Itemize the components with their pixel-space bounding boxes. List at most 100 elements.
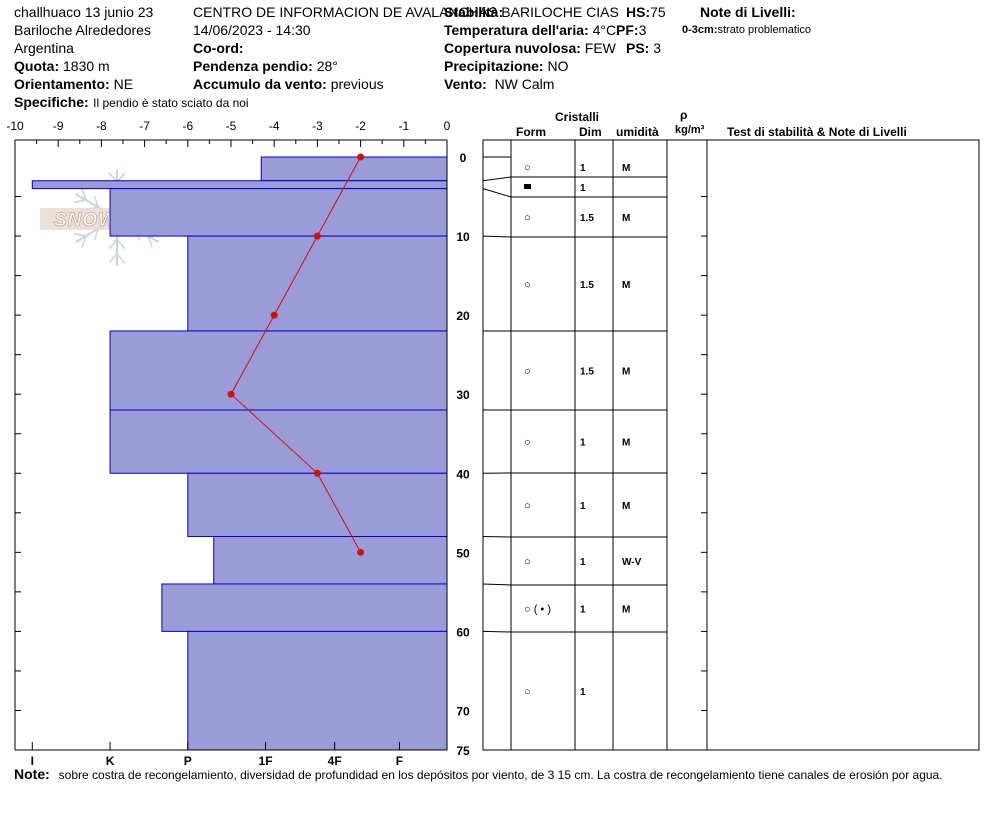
temperature-point — [270, 311, 278, 319]
snowflake-branch — [116, 239, 126, 250]
table-frame — [482, 139, 980, 751]
hardness-tick-label: I — [31, 754, 34, 768]
wind: Vento: NW Calm — [444, 77, 554, 91]
air-temperature-value: 4°C — [592, 22, 617, 38]
crystal-form: ○ — [524, 686, 531, 698]
hardness-layer-3 — [109, 188, 448, 237]
depth-connector — [482, 188, 512, 198]
layer-note-text: strato problematico — [717, 24, 812, 36]
layer-moisture: M — [622, 367, 630, 378]
hardness-layer-5 — [109, 330, 448, 411]
specifics-label: Specifiche: — [14, 94, 89, 110]
precipitation-value: NO — [547, 58, 569, 74]
temperature-tick-label: -4 — [269, 119, 280, 133]
hardness-layer-4 — [187, 235, 448, 332]
depth-connector — [482, 176, 512, 182]
snowflake-branch — [108, 253, 118, 264]
depth-tick-label: 0 — [460, 151, 467, 165]
air-temperature-label: Temperatura dell'aria: — [444, 22, 589, 38]
snowflake-branch — [93, 228, 100, 241]
wind-loading-value: previous — [330, 76, 384, 92]
crystals-header: Cristalli — [555, 110, 600, 124]
layer-note: 0-3cm:strato problematico — [682, 25, 811, 36]
temperature-tick-label: 0 — [444, 119, 451, 133]
snowflake-branch — [73, 232, 86, 237]
hardness-tick-label: F — [396, 754, 403, 768]
chart-axes: -10 -9 -8 -7 -6 -5 -4 -3 -2 -1 001020304050607075I… — [6, 119, 470, 768]
ski-penetration: PS: 3 — [626, 41, 661, 55]
stability-notes-header: Test di stabilità & Note di Livelli — [727, 125, 907, 139]
temperature-tick-label: -6 — [182, 119, 193, 133]
hardness-layer-6 — [109, 409, 448, 474]
crystal-size: 1 — [580, 687, 586, 698]
temperature-tick-label: -3 — [312, 119, 323, 133]
hardness-layers — [31, 156, 448, 751]
cloud-cover: Copertura nuvolosa: FEW — [444, 41, 616, 55]
depth-connector — [482, 235, 512, 238]
crystal-form-icon — [524, 184, 531, 189]
crystal-form: ○ — [524, 437, 531, 449]
crystal-size: 1 — [580, 183, 586, 194]
footer-notes: Note: sobre costra de recongelamiento, d… — [14, 767, 943, 783]
size-header: Dim — [579, 125, 602, 139]
layer-moisture: M — [622, 438, 630, 449]
form-header: Form — [516, 125, 546, 139]
layer-moisture: M — [622, 605, 630, 616]
wind-loading-label: Accumulo da vento: — [193, 76, 327, 92]
depth-tick-label: 30 — [456, 388, 470, 402]
ski-penetration-value: 3 — [653, 40, 662, 56]
depth-connector — [482, 630, 512, 633]
depth-tick-label: 40 — [456, 467, 470, 481]
cloud-cover-value: FEW — [584, 40, 616, 56]
specifics-value: Il pendio è stato sciato da noi — [93, 96, 249, 110]
stability-label: Stabilità: — [444, 4, 504, 20]
aspect: Orientamento: NE — [14, 77, 133, 91]
temperature-profile — [227, 153, 365, 556]
depth-tick-label: 75 — [456, 744, 470, 758]
crystal-size: 1 — [580, 557, 586, 568]
depth-tick-label: 50 — [456, 546, 470, 560]
temperature-point — [357, 548, 365, 556]
crystal-form: ○ — [524, 500, 531, 512]
crystal-size: 1.5 — [580, 280, 594, 291]
temperature-point — [313, 469, 321, 477]
snowflake-branch — [116, 253, 126, 264]
depth-tick-label: 60 — [456, 625, 470, 639]
wind-loading: Accumulo da vento: previous — [193, 77, 384, 91]
hardness-layer-9 — [161, 583, 448, 632]
hardness-layer-8 — [213, 536, 448, 585]
layer-moisture: M — [622, 501, 630, 512]
crystal-size: 1 — [580, 501, 586, 512]
crystal-form: ○ — [524, 366, 531, 378]
layer-moisture: W-V — [622, 557, 642, 568]
temperature-tick-label: -9 — [53, 119, 64, 133]
wind-label: Vento: — [444, 76, 487, 92]
wind-value: NW Calm — [494, 76, 555, 92]
crystal-form: ○ — [524, 556, 531, 568]
location-region: Bariloche Alrededores — [14, 22, 151, 38]
precipitation-label: Precipitazione: — [444, 58, 544, 74]
coordinates-label: Co-ord: — [193, 40, 244, 56]
layer-moisture: M — [622, 213, 630, 224]
crystal-size: 1.5 — [580, 367, 594, 378]
crystal-form: ○ — [524, 212, 531, 224]
density-unit: kg/m³ — [675, 124, 705, 136]
snowflake-branch — [147, 235, 153, 248]
slope-angle-label: Pendenza pendio: — [193, 58, 313, 74]
snow-height-label: HS: — [626, 4, 651, 20]
temperature-line — [230, 156, 362, 553]
crystal-form: ○ ( • ) — [524, 604, 551, 616]
crystal-form: ○ — [524, 279, 531, 291]
hardness-tick-label: 4F — [328, 754, 342, 768]
precipitation: Precipitazione: NO — [444, 59, 568, 73]
foot-penetration-value: 3 — [638, 22, 647, 38]
crystal-size: 1 — [580, 163, 586, 174]
slope-angle: Pendenza pendio: 28° — [193, 59, 338, 73]
crystal-form: ○ — [524, 162, 531, 174]
footer-notes-text: sobre costra de recongelamiento, diversi… — [58, 768, 943, 782]
temperature-tick-label: -5 — [226, 119, 237, 133]
cloud-cover-label: Copertura nuvolosa: — [444, 40, 581, 56]
hardness-layer-10 — [187, 630, 448, 751]
layer-moisture: M — [622, 163, 630, 174]
